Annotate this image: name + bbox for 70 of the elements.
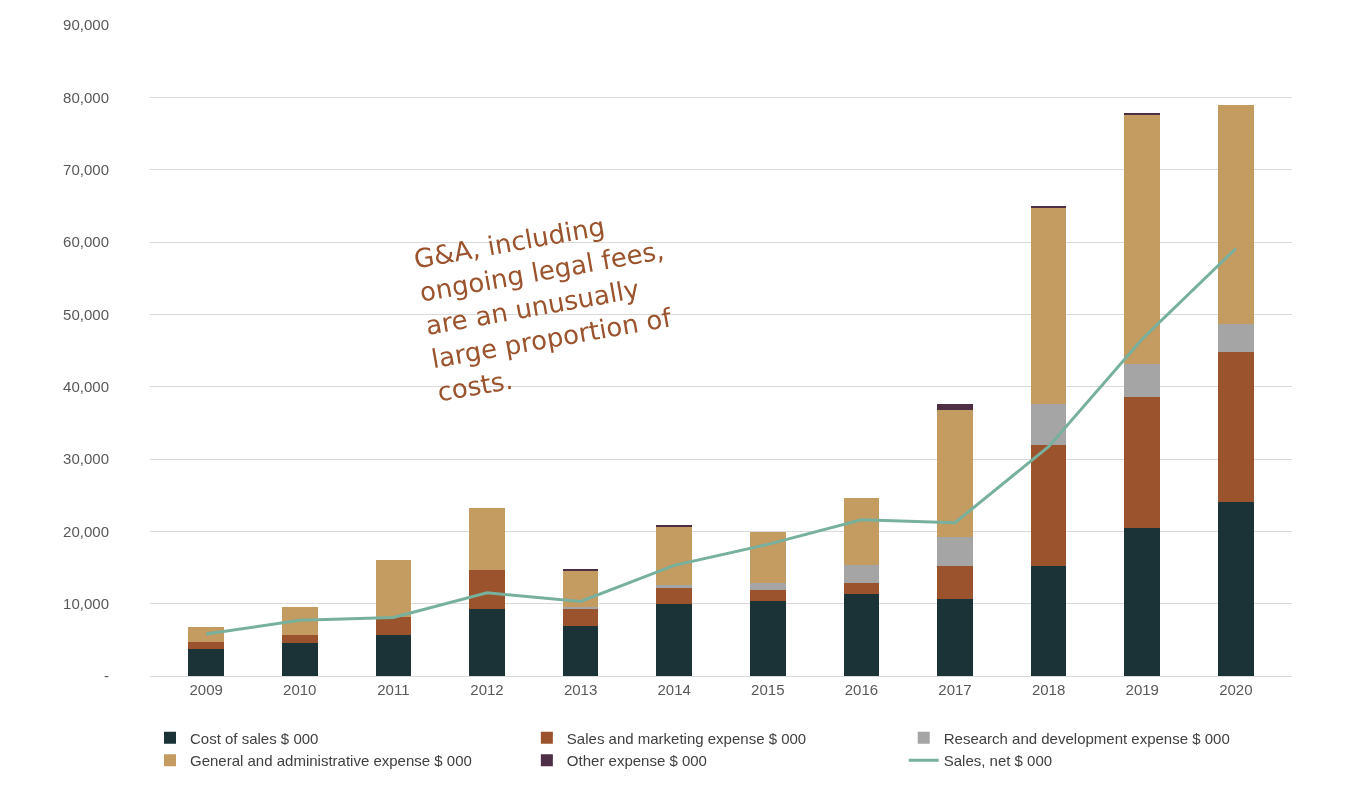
bar [843, 498, 880, 565]
legend-label: Sales, net $ 000 [943, 752, 1053, 770]
y-tick-label: 20,000 [63, 522, 109, 540]
bar [750, 532, 786, 584]
annotation: G&A, including ongoing legal fees, are an unusually large proportion of costs. [411, 211, 675, 408]
x-tick-label: 2011 [377, 681, 410, 698]
bar [1124, 114, 1161, 364]
bar [469, 608, 505, 676]
y-tick-label: 60,000 [63, 233, 109, 251]
y-tick-label: 50,000 [63, 305, 109, 323]
bar [469, 508, 505, 570]
y-tick-label: 10,000 [63, 594, 109, 612]
bar [1124, 527, 1161, 676]
bar [937, 537, 973, 567]
x-tick-label: 2015 [751, 681, 785, 698]
x-tick-label: 2010 [283, 681, 317, 698]
x-tick-label: 2012 [470, 681, 504, 698]
y-tick-label: 40,000 [63, 377, 109, 395]
bar [375, 634, 412, 676]
x-tick-label: 2019 [1125, 681, 1159, 698]
legend-label: Cost of sales $ 000 [190, 729, 319, 747]
bar [937, 409, 973, 538]
bar [656, 603, 692, 676]
x-tick-label: 2018 [1031, 681, 1066, 698]
bar [188, 642, 224, 650]
bar [750, 589, 786, 601]
bar [843, 564, 880, 584]
bar [1030, 208, 1067, 405]
y-tick-label: 70,000 [63, 160, 109, 178]
bar [1218, 351, 1254, 503]
bar [1030, 566, 1067, 676]
x-tick-label: 2016 [844, 681, 879, 698]
y-tick-label: 90,000 [63, 16, 109, 34]
bar [937, 566, 973, 600]
bar [375, 616, 412, 635]
bar [188, 649, 224, 676]
y-tick-label: 30,000 [63, 450, 109, 468]
x-tick-label: 2014 [657, 681, 691, 698]
bar [562, 568, 599, 571]
y-tick-label: 80,000 [63, 88, 109, 106]
bar [843, 594, 880, 676]
bar [656, 588, 692, 604]
bar [843, 583, 880, 595]
bar [375, 559, 412, 617]
legend-label: Sales and marketing expense $ 000 [566, 729, 807, 747]
bar [937, 404, 973, 410]
bar [1124, 363, 1161, 397]
bar [281, 634, 318, 643]
bar [562, 626, 599, 676]
bar [1218, 502, 1254, 676]
bar [1030, 404, 1067, 446]
legend-label: General and administrative expense $ 000 [190, 752, 472, 770]
bar [281, 642, 318, 676]
bar [1124, 396, 1161, 528]
bar [656, 526, 692, 585]
x-tick-label: 2020 [1219, 681, 1253, 698]
bar [469, 569, 505, 609]
bar [1218, 324, 1254, 352]
x-tick-label: 2013 [563, 681, 598, 698]
bar [750, 583, 786, 590]
legend-label: Research and development expense $ 000 [943, 729, 1230, 747]
y-tick-label: - [104, 667, 109, 685]
x-tick-label: 2017 [938, 681, 972, 698]
bar [1030, 445, 1067, 567]
bar [562, 608, 599, 627]
bar [1218, 105, 1254, 325]
bar [937, 599, 973, 676]
legend-label: Other expense $ 000 [566, 752, 707, 770]
bar [750, 600, 786, 676]
x-tick-label: 2009 [189, 681, 223, 698]
